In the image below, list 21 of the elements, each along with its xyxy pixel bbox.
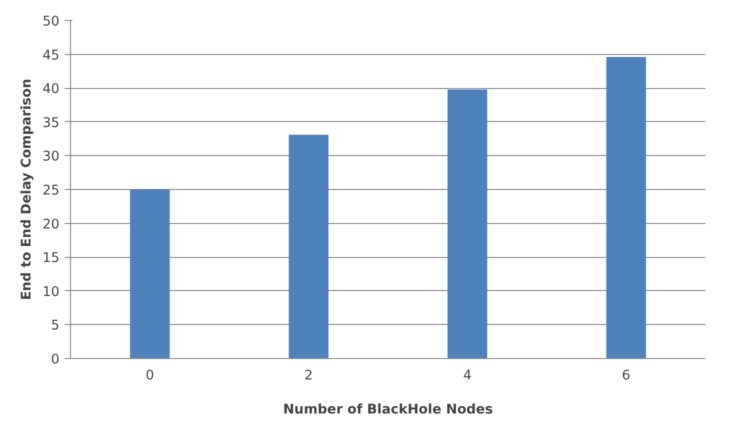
y-tick-label: 45 — [42, 48, 60, 64]
y-tick-label: 40 — [42, 82, 60, 98]
x-tick-label: 6 — [622, 368, 630, 384]
bar — [606, 57, 646, 358]
bar — [288, 134, 328, 358]
y-tick-label: 50 — [42, 14, 60, 30]
y-tick-label: 25 — [42, 184, 60, 198]
x-tick-label: 2 — [304, 368, 313, 384]
y-tick-label: 15 — [42, 251, 60, 266]
bar — [448, 89, 488, 358]
y-tick-label: 10 — [42, 284, 60, 300]
y-tick-label: 5 — [51, 318, 60, 334]
y-tick-label: 35 — [42, 116, 60, 131]
x-tick-label: 0 — [146, 368, 154, 384]
x-tick-label: 4 — [463, 368, 472, 384]
y-axis-title: End to End Delay Comparison — [20, 78, 35, 300]
bar — [130, 190, 170, 358]
x-axis-title: Number of BlackHole Nodes — [283, 402, 493, 418]
y-tick-label: 0 — [51, 352, 60, 368]
y-tick-label: 30 — [42, 150, 60, 165]
y-tick-label: 20 — [42, 217, 60, 232]
